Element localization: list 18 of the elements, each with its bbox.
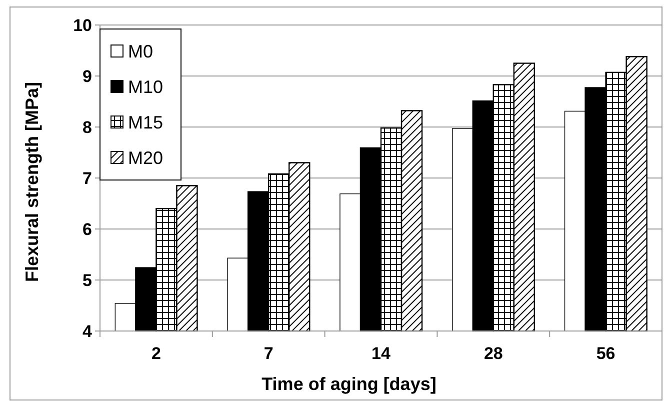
x-tick-label: 28	[484, 344, 503, 363]
legend-label: M20	[128, 148, 164, 168]
x-tick-label: 14	[372, 344, 391, 363]
x-tick-label: 2	[151, 344, 161, 363]
y-tick-label: 7	[82, 168, 92, 188]
y-tick-label: 4	[82, 322, 93, 341]
x-tick-label: 7	[264, 344, 274, 363]
legend-label: M15	[128, 112, 164, 132]
legend-label: M10	[128, 76, 164, 97]
y-tick-label: 10	[73, 16, 92, 35]
x-tick-label: 56	[596, 344, 616, 363]
y-axis-title: Flexural strength [MPa]	[22, 82, 42, 282]
y-tick-label: 9	[82, 66, 92, 86]
y-tick-label: 8	[82, 118, 92, 137]
legend-label: M0	[128, 41, 154, 62]
x-axis-title: Time of aging [days]	[262, 374, 436, 394]
y-tick-label: 5	[82, 270, 92, 290]
y-tick-label: 6	[82, 220, 92, 239]
